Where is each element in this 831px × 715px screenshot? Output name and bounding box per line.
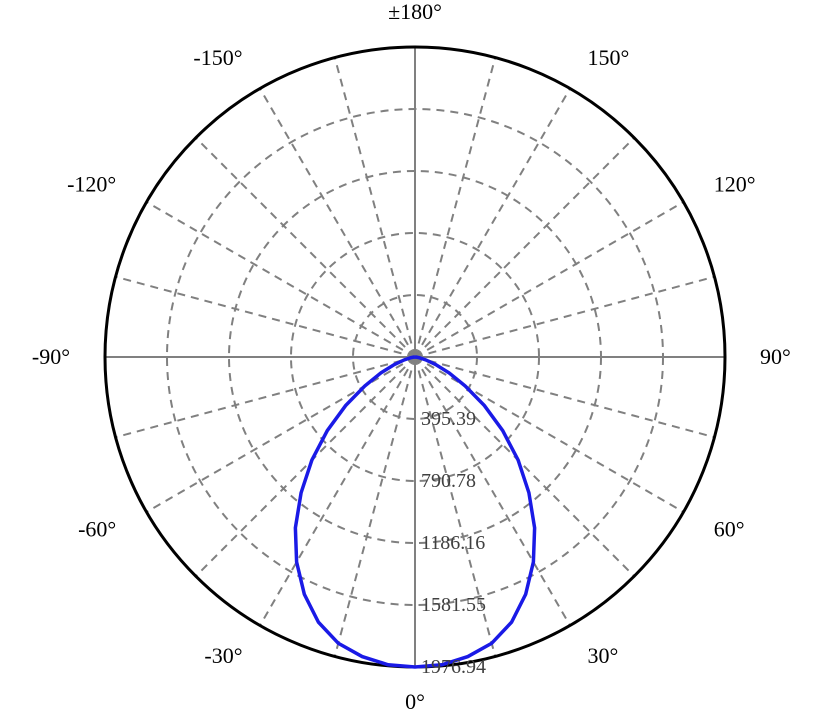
grid-ray — [415, 58, 495, 357]
grid-ray — [196, 138, 415, 357]
angle-label: -90° — [32, 344, 70, 369]
angle-label: ±180° — [388, 0, 442, 24]
grid-ray — [116, 277, 415, 357]
angle-label: -30° — [204, 643, 242, 668]
angle-label: 120° — [714, 172, 756, 197]
radial-tick-label: 1581.55 — [421, 594, 486, 616]
angle-label: 60° — [714, 517, 745, 542]
angle-label: 90° — [760, 344, 791, 369]
angle-label: 150° — [588, 45, 630, 70]
grid-ray — [415, 89, 570, 357]
radial-tick-label: 790.78 — [421, 470, 476, 492]
grid-ray — [196, 357, 415, 576]
radial-tick-label: 395.39 — [421, 408, 476, 430]
radial-tick-labels: 395.39 790.78 1186.16 1581.55 1976.94 — [421, 408, 486, 678]
grid-ray — [415, 202, 683, 357]
grid-ray — [116, 357, 415, 437]
polar-chart: 395.39 790.78 1186.16 1581.55 1976.94 ±180° -… — [0, 0, 831, 715]
grid-ray — [147, 357, 415, 512]
grid-ray — [260, 357, 415, 625]
angle-label: -60° — [78, 517, 116, 542]
radial-tick-label: 1186.16 — [421, 532, 485, 554]
grid-ray — [415, 138, 634, 357]
grid-ray — [335, 58, 415, 357]
angle-label: -120° — [67, 172, 116, 197]
angle-label: 30° — [588, 643, 619, 668]
radial-tick-label: 1976.94 — [421, 656, 486, 678]
angle-label: -150° — [193, 45, 242, 70]
angle-label: 0° — [405, 689, 425, 714]
grid-ray — [415, 277, 714, 357]
grid-ray — [260, 89, 415, 357]
grid-ray — [147, 202, 415, 357]
